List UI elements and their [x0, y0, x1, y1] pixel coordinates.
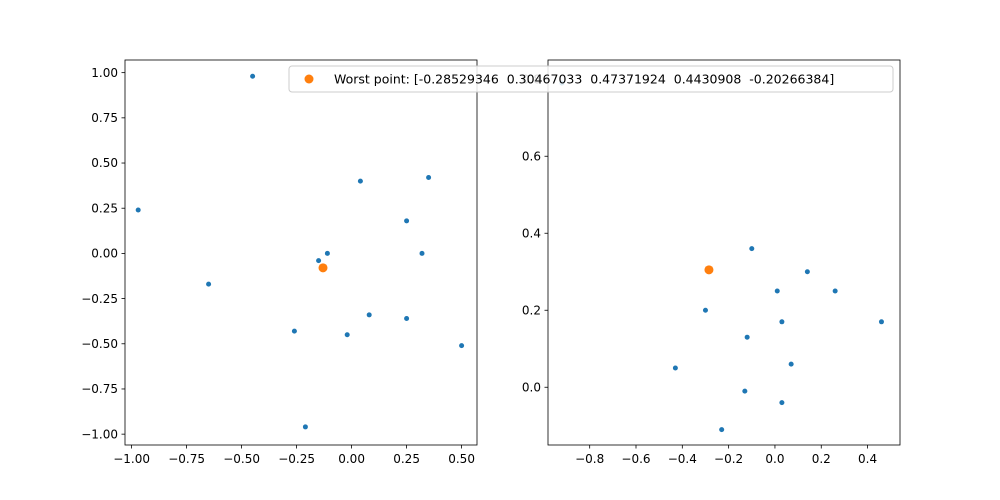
axes-frame	[124, 59, 478, 446]
data-point	[719, 427, 725, 433]
x-tick-label: 0.00	[338, 452, 365, 466]
axes-frame	[547, 59, 901, 446]
data-point	[344, 332, 350, 338]
x-tick-label: −0.75	[168, 452, 205, 466]
data-point	[878, 319, 884, 325]
data-point	[788, 361, 794, 367]
y-tick-label: 0.6	[522, 149, 541, 163]
x-tick-label: −0.4	[668, 452, 697, 466]
legend-marker	[304, 74, 314, 84]
y-tick-label: −0.50	[81, 337, 118, 351]
data-point	[366, 312, 372, 318]
y-tick-label: −0.75	[81, 382, 118, 396]
y-tick-label: 0.2	[522, 303, 541, 317]
data-point	[291, 328, 297, 334]
x-tick-label: −0.2	[714, 452, 743, 466]
x-tick-label: −1.00	[113, 452, 150, 466]
data-point	[302, 424, 308, 430]
y-tick-label: 1.00	[91, 66, 118, 80]
data-point	[749, 246, 755, 252]
x-tick-label: −0.25	[278, 452, 315, 466]
worst-point	[318, 263, 328, 273]
x-tick-label: 0.25	[393, 452, 420, 466]
data-point	[316, 258, 322, 264]
y-tick-label: −0.25	[81, 292, 118, 306]
data-point	[324, 250, 330, 256]
left-scatter-plot: −1.00 −0.75 −0.50 −0.25 0.00 0.25 0.50 −1.00 −0.…	[81, 59, 478, 466]
worst-point	[704, 265, 714, 275]
data-point	[779, 400, 785, 406]
y-tick-label: 0.0	[522, 380, 541, 394]
data-point	[774, 288, 780, 294]
data-point	[804, 269, 810, 275]
data-point	[206, 281, 212, 287]
y-tick-label: 0.00	[91, 247, 118, 261]
data-point	[742, 388, 748, 394]
x-tick-label: −0.50	[223, 452, 260, 466]
data-point	[832, 288, 838, 294]
x-tick-label: 0.0	[765, 452, 784, 466]
x-tick-label: −0.8	[575, 452, 604, 466]
x-tick-label: 0.2	[812, 452, 831, 466]
data-point	[779, 319, 785, 325]
y-tick-label: 0.50	[91, 156, 118, 170]
data-point	[404, 315, 410, 321]
data-point	[357, 178, 363, 184]
x-tick-label: 0.4	[858, 452, 877, 466]
legend: Worst point: [-0.28529346 0.30467033 0.4…	[288, 65, 894, 93]
y-tick-label: 0.25	[91, 201, 118, 215]
data-point	[744, 334, 750, 340]
data-point	[419, 250, 425, 256]
x-tick-label: 0.50	[448, 452, 475, 466]
right-scatter-plot: −0.8−0.6−0.4−0.20.00.20.40.00.20.40.60.8	[522, 59, 901, 466]
legend-box	[288, 65, 894, 93]
data-point	[459, 343, 465, 349]
data-point	[135, 207, 141, 213]
data-point	[702, 307, 708, 313]
y-tick-label: 0.4	[522, 226, 541, 240]
y-tick-label: −1.00	[81, 427, 118, 441]
data-point	[672, 365, 678, 371]
data-point	[404, 218, 410, 224]
data-point	[426, 174, 432, 180]
x-tick-label: −0.6	[621, 452, 650, 466]
legend-label: Worst point: [-0.28529346 0.30467033 0.4…	[334, 72, 834, 87]
y-tick-label: 0.75	[91, 111, 118, 125]
data-point	[250, 73, 256, 79]
